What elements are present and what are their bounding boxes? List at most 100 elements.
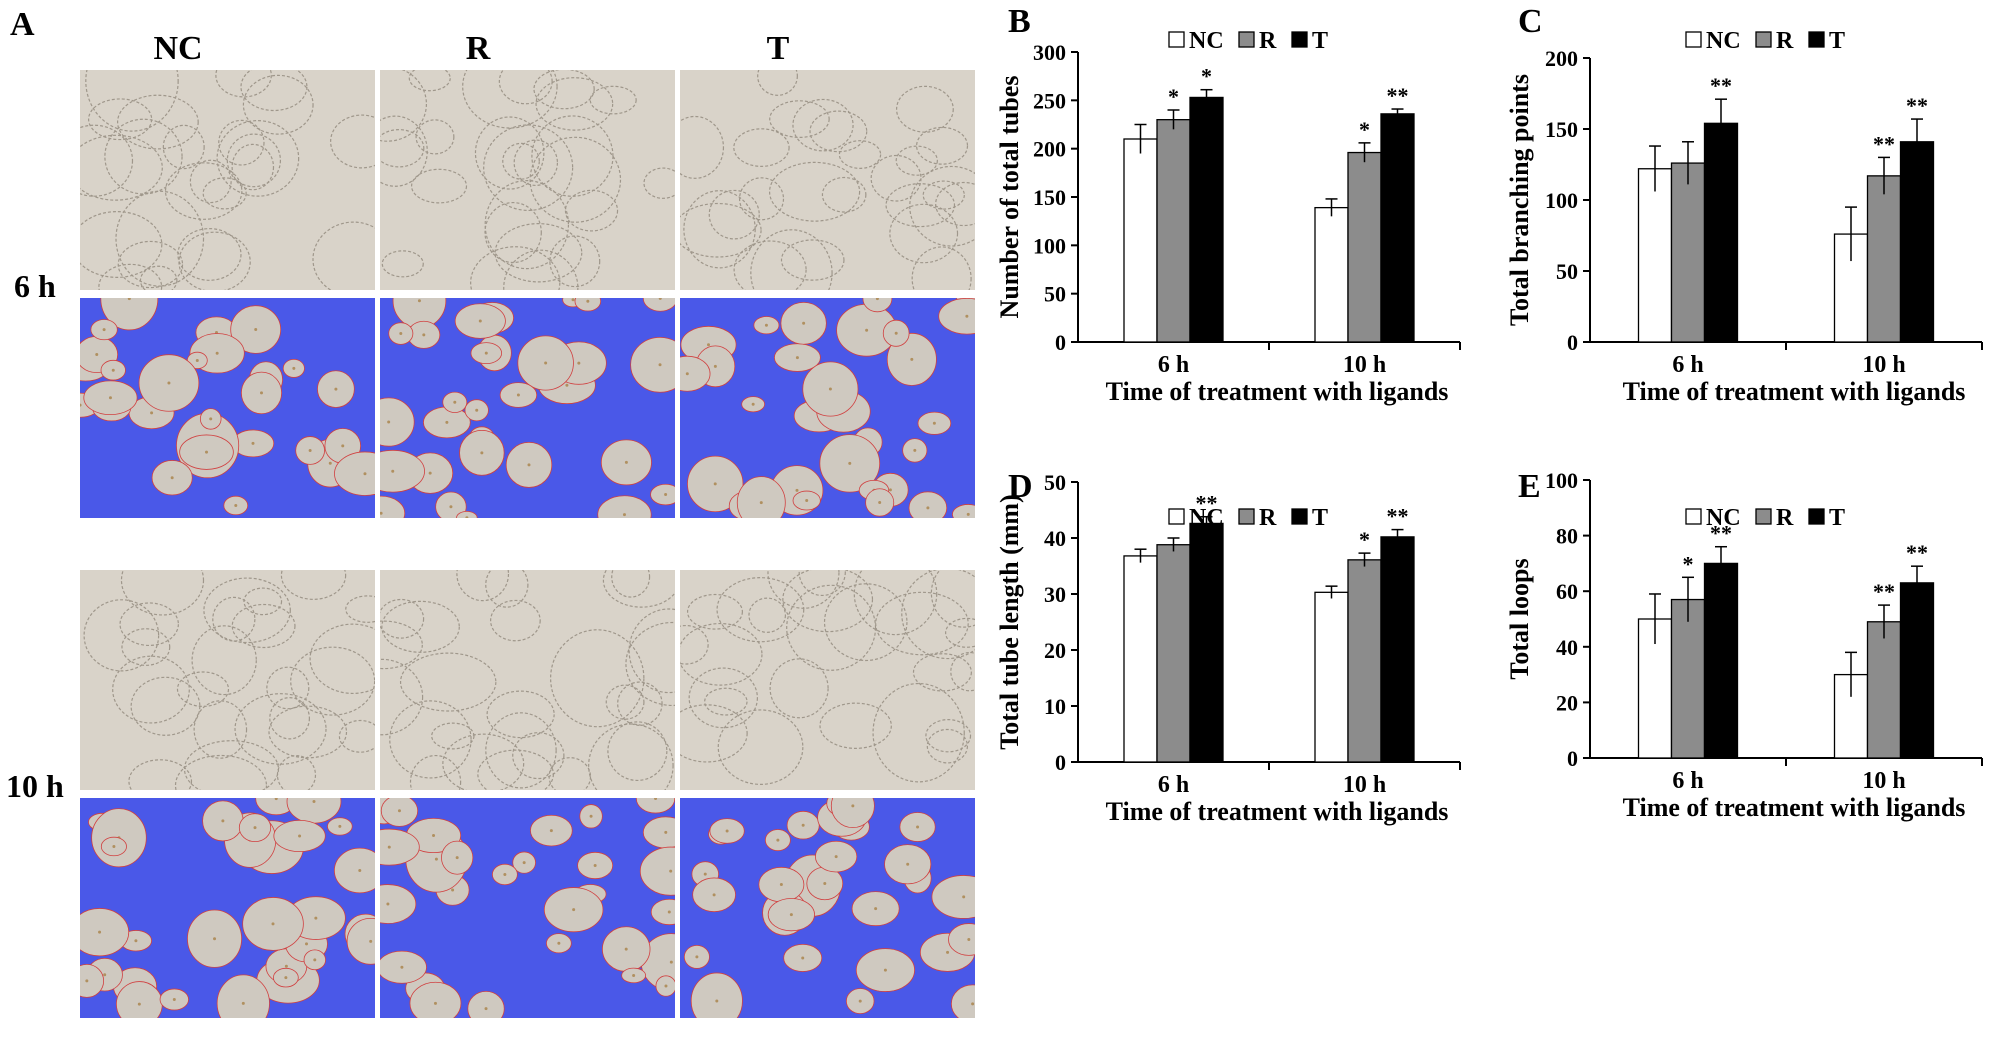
y-tick-label: 100 xyxy=(1545,468,1578,493)
mesh-center-dot xyxy=(428,471,432,475)
cell-network-outline xyxy=(120,570,205,616)
bar-t xyxy=(1189,96,1224,343)
y-tick-label: 50 xyxy=(1044,282,1066,307)
mesh-area xyxy=(574,298,602,312)
mesh-center-dot xyxy=(801,956,805,960)
cell-network-outline xyxy=(176,671,230,707)
y-axis-label: Number of total tubes xyxy=(995,76,1024,319)
mesh-center-dot xyxy=(751,402,755,406)
cell-network-outline xyxy=(823,583,908,662)
mesh-center-dot xyxy=(624,460,628,464)
cell-network-outline xyxy=(312,221,375,290)
mesh-center-dot xyxy=(713,482,717,486)
bar-r xyxy=(1347,559,1382,763)
mesh-area xyxy=(456,510,478,518)
x-axis-label: Time of treatment with ligands xyxy=(1106,377,1449,406)
mesh-center-dot xyxy=(713,364,717,368)
cell-network-outline xyxy=(399,652,497,712)
cell-network-outline xyxy=(911,246,972,290)
mesh-center-dot xyxy=(801,823,805,827)
mesh-center-dot xyxy=(795,488,799,492)
bar-r xyxy=(1670,598,1706,759)
mesh-center-dot xyxy=(167,381,171,385)
mesh-center-dot xyxy=(707,343,711,347)
mesh-center-dot xyxy=(764,323,768,327)
mesh-center-dot xyxy=(253,826,257,830)
mesh-center-dot xyxy=(85,979,89,983)
significance-marker: * xyxy=(1168,84,1179,109)
significance-marker: ** xyxy=(1710,73,1732,98)
mesh-area xyxy=(380,828,420,866)
cell-network-outline xyxy=(885,183,956,228)
bar-r xyxy=(1156,119,1191,343)
bar-nc xyxy=(1637,168,1673,343)
cell-network-outline xyxy=(930,570,975,628)
mesh-center-dot xyxy=(624,947,628,951)
mesh-center-dot xyxy=(851,804,855,808)
mesh-center-dot xyxy=(589,814,593,818)
cell-network-outline xyxy=(226,133,282,188)
cell-network-outline xyxy=(870,154,922,202)
cell-network-outline xyxy=(485,570,529,608)
mesh-center-dot xyxy=(664,984,668,988)
y-tick-label: 0 xyxy=(1055,750,1066,775)
cell-network-outline xyxy=(183,740,280,790)
mesh-center-dot xyxy=(234,503,238,507)
cell-network-outline xyxy=(498,70,553,105)
legend-label-t: T xyxy=(1829,505,1845,531)
mesh-center-dot xyxy=(292,366,296,370)
micrograph-brightfield-6h-r xyxy=(380,70,675,290)
cell-network-outline xyxy=(177,228,242,281)
cell-network-outline xyxy=(266,666,310,710)
cell-network-outline xyxy=(128,759,193,790)
cell-network-outline xyxy=(164,162,243,220)
cell-network-outline xyxy=(380,129,425,168)
cell-network-outline xyxy=(819,702,892,749)
bar-nc xyxy=(1123,138,1158,343)
cell-network-outline xyxy=(925,719,972,753)
x-tick-label: 6 h xyxy=(1158,772,1189,798)
mesh-area xyxy=(597,495,652,518)
mesh-center-dot xyxy=(834,855,838,859)
mesh-area xyxy=(736,476,786,518)
micrograph-background xyxy=(680,570,975,790)
cell-network-outline xyxy=(769,658,829,719)
mesh-center-dot xyxy=(725,829,729,833)
mesh-center-dot xyxy=(150,411,154,415)
cell-network-outline xyxy=(768,161,861,222)
mesh-center-dot xyxy=(913,448,917,452)
bar-r xyxy=(1866,621,1902,759)
mesh-center-dot xyxy=(828,387,832,391)
mesh-center-dot xyxy=(802,321,806,325)
legend-label-r: R xyxy=(1776,505,1794,531)
cell-network-outline xyxy=(602,570,675,608)
micrograph-background xyxy=(380,570,675,790)
mesh-center-dot xyxy=(695,955,699,959)
bar-t xyxy=(1899,582,1935,759)
mesh-center-dot xyxy=(789,913,793,917)
mesh-center-dot xyxy=(565,383,569,387)
cell-network-outline xyxy=(757,70,798,96)
cell-network-outline xyxy=(415,119,455,155)
mesh-center-dot xyxy=(98,930,102,934)
mesh-center-dot xyxy=(622,513,626,517)
y-tick-label: 0 xyxy=(1055,330,1066,355)
mesh-center-dot xyxy=(888,488,892,492)
y-tick-label: 20 xyxy=(1044,638,1066,663)
mesh-center-dot xyxy=(399,332,403,336)
mesh-center-dot xyxy=(338,824,342,828)
mesh-center-dot xyxy=(170,476,174,480)
cell-network-outline xyxy=(550,629,645,728)
legend-swatch-nc xyxy=(1168,508,1185,525)
mesh-area xyxy=(830,798,875,828)
mesh-center-dot xyxy=(971,1002,975,1006)
cell-network-outline xyxy=(139,265,178,290)
mesh-center-dot xyxy=(213,937,217,941)
mesh-center-dot xyxy=(484,1007,488,1011)
mesh-area xyxy=(409,981,462,1018)
cell-network-outline xyxy=(686,593,743,630)
cell-network-outline xyxy=(243,587,283,616)
cell-network-outline xyxy=(442,733,525,790)
cell-network-outline xyxy=(786,584,877,671)
mesh-area xyxy=(380,495,406,518)
